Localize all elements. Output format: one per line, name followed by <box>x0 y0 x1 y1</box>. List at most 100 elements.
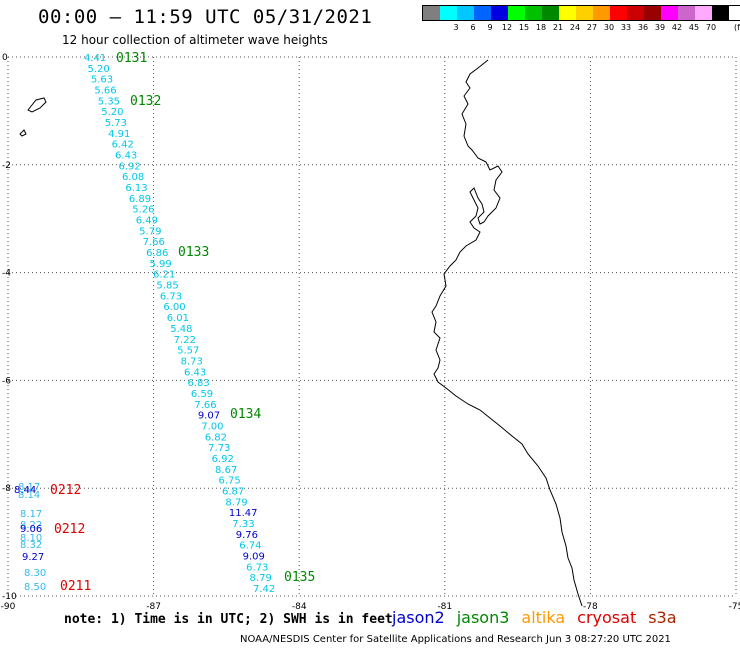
legend-label: 3 <box>453 23 459 32</box>
track-value: 6.83 <box>187 378 209 389</box>
legend-swatch <box>542 6 559 20</box>
track-value: 6.87 <box>222 486 244 497</box>
track-value: 6.59 <box>191 389 213 400</box>
legend-swatch <box>610 6 627 20</box>
track-value: 6.21 <box>153 270 175 281</box>
track-value: 4.91 <box>108 129 130 140</box>
track-value: 5.66 <box>94 86 116 97</box>
legend-label: 12 <box>501 23 513 32</box>
track-value: 5.85 <box>156 281 178 292</box>
legend-unit: (ft) <box>733 23 740 32</box>
coastline-mainland <box>431 59 583 607</box>
track-value: 8.79 <box>250 573 272 584</box>
cluster-value: 8.22 <box>20 520 42 531</box>
track-value: 6.74 <box>239 541 261 552</box>
lon-tick-label: -81 <box>437 602 452 612</box>
track-value: 8.67 <box>215 465 237 476</box>
lon-tick-label: -90 <box>1 602 16 612</box>
cluster-value: 8.30 <box>24 568 46 579</box>
legend-swatch <box>525 6 542 20</box>
lat-tick-label: -2 <box>2 161 11 171</box>
track-value: 6.73 <box>246 562 268 573</box>
satellite-key-cryosat: cryosat <box>577 608 637 627</box>
track-value: 6.00 <box>163 302 185 313</box>
track-value: 5.35 <box>98 96 120 107</box>
track-value: 6.92 <box>118 161 140 172</box>
track-value: 5.63 <box>91 75 113 86</box>
cluster-value: 8.17 <box>20 509 42 520</box>
legend-swatch <box>576 6 593 20</box>
track-value: 6.49 <box>136 216 158 227</box>
track-value: 5.48 <box>170 324 192 335</box>
pass-time-label: 0211 <box>60 579 91 594</box>
legend-swatch <box>644 6 661 20</box>
lat-tick-label: -6 <box>2 376 11 386</box>
legend-swatch <box>559 6 576 20</box>
legend-swatch <box>593 6 610 20</box>
track-value: 5.26 <box>132 205 154 216</box>
lon-tick-label: -78 <box>583 602 598 612</box>
track-value: 5.79 <box>139 226 161 237</box>
pass-time-label: 0131 <box>116 51 147 66</box>
legend-swatch <box>440 6 457 20</box>
lat-tick-label: -10 <box>2 592 17 602</box>
lon-tick-label: -84 <box>292 602 307 612</box>
coastline-island-2 <box>19 129 27 137</box>
track-value: 8.79 <box>225 497 247 508</box>
track-value: 6.86 <box>146 248 168 259</box>
cluster-value: 9.06 <box>20 524 42 535</box>
cluster-value: 8.44 <box>14 485 36 496</box>
track-value: 7.00 <box>201 421 223 432</box>
legend-label: 9 <box>487 23 493 32</box>
coastline <box>19 59 583 607</box>
pass-time-label: 0132 <box>130 94 161 109</box>
satellite-key-s3a: s3a <box>648 608 677 627</box>
track-value: 6.92 <box>212 454 234 465</box>
lat-tick-label: 0 <box>2 53 8 63</box>
legend-label: 15 <box>518 23 530 32</box>
pass-time-label: 0212 <box>54 522 85 537</box>
footer-credit: NOAA/NESDIS Center for Satellite Applica… <box>240 634 671 645</box>
track-value: 5.20 <box>87 64 109 75</box>
track-value: 9.09 <box>243 551 265 562</box>
legend-swatch <box>457 6 474 20</box>
track-value: 6.43 <box>184 367 206 378</box>
legend-swatch <box>474 6 491 20</box>
legend-label: 6 <box>470 23 476 32</box>
track-value: 9.76 <box>236 530 258 541</box>
lat-tick-label: -4 <box>2 269 11 279</box>
lon-tick-label: -87 <box>146 602 161 612</box>
coastline-island-1 <box>27 97 47 113</box>
cluster-value: 8.32 <box>20 540 42 551</box>
legend-label: 33 <box>620 23 632 32</box>
track-value: 7.42 <box>253 584 275 595</box>
legend-swatch <box>695 6 712 20</box>
legend-label: 39 <box>654 23 666 32</box>
satellite-key-jason2: jason2 <box>392 608 445 627</box>
legend-label: 21 <box>552 23 564 32</box>
pass-time-label: 0134 <box>230 407 261 422</box>
cluster-value: 8.10 <box>20 533 42 544</box>
cluster-value: 9.27 <box>22 552 44 563</box>
pass-time-label: 0133 <box>178 245 209 260</box>
page-title: 00:00 – 11:59 UTC 05/31/2021 <box>38 6 373 28</box>
legend-label: 27 <box>586 23 598 32</box>
cluster-value: 8.14 <box>18 490 40 501</box>
legend-swatch <box>627 6 644 20</box>
pass-time-label: 0212 <box>50 483 81 498</box>
map-grid <box>7 56 737 597</box>
track-value: 7.33 <box>232 519 254 530</box>
legend-swatch <box>423 6 440 20</box>
satellite-key-altika: altika <box>521 608 566 627</box>
legend-label: 42 <box>671 23 683 32</box>
lat-tick-label: -8 <box>2 484 11 494</box>
track-value: 4.41 <box>84 53 106 64</box>
legend-label: 36 <box>637 23 649 32</box>
track-value: 11.47 <box>229 508 258 519</box>
legend-label: 18 <box>535 23 547 32</box>
track-value: 6.43 <box>115 151 137 162</box>
track-value: 7.66 <box>194 400 216 411</box>
track-value: 7.22 <box>174 335 196 346</box>
